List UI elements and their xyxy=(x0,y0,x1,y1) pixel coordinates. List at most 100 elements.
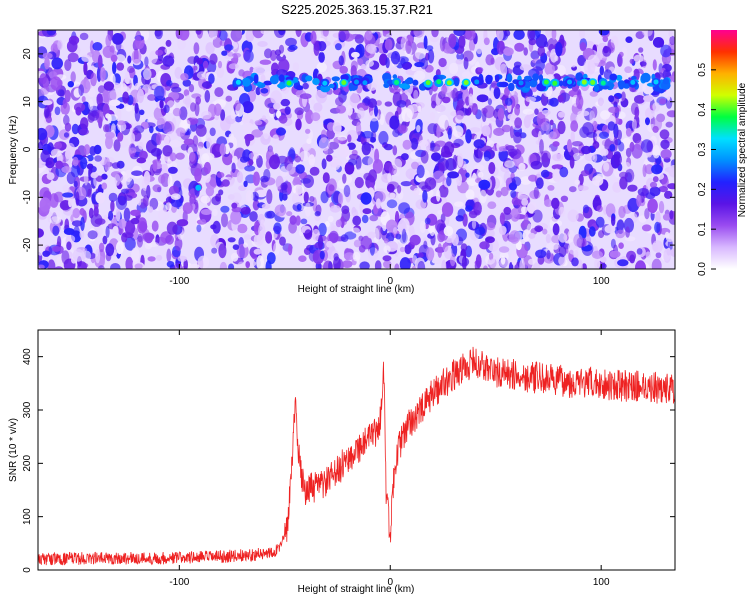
noise-blob xyxy=(213,103,222,116)
noise-blob xyxy=(424,30,431,38)
noise-blob xyxy=(427,49,435,64)
y-tick-label: 0 xyxy=(22,146,33,152)
noise-blob xyxy=(424,217,431,225)
noise-blob xyxy=(668,165,675,178)
noise-blob xyxy=(427,123,438,135)
noise-blob xyxy=(174,236,183,251)
noise-blob xyxy=(75,191,80,206)
band-hotspot-core xyxy=(630,79,636,85)
y-tick-label: 200 xyxy=(22,455,33,472)
noise-blob xyxy=(495,190,502,198)
noise-blob xyxy=(499,63,508,78)
y-tick-label: 400 xyxy=(22,348,33,365)
noise-blob xyxy=(343,184,351,198)
noise-blob xyxy=(571,141,583,147)
noise-blob xyxy=(609,250,621,258)
noise-blob xyxy=(308,154,316,166)
noise-blob xyxy=(228,133,235,143)
noise-blob xyxy=(509,60,514,70)
noise-blob xyxy=(212,36,223,48)
noise-blob xyxy=(600,148,609,156)
noise-blob xyxy=(414,61,425,68)
noise-blob xyxy=(369,136,376,143)
noise-blob xyxy=(294,155,301,163)
noise-blob xyxy=(209,127,216,137)
noise-blob xyxy=(156,132,162,146)
noise-blob xyxy=(127,65,135,74)
noise-blob xyxy=(148,206,154,213)
x-tick-label: -100 xyxy=(169,577,189,588)
noise-blob xyxy=(162,55,175,67)
noise-blob xyxy=(93,206,99,217)
noise-blob xyxy=(544,199,553,208)
noise-blob xyxy=(399,246,406,253)
noise-blob xyxy=(40,150,50,163)
noise-blob xyxy=(386,199,398,209)
noise-blob xyxy=(80,156,88,170)
noise-blob xyxy=(514,117,522,129)
noise-blob xyxy=(38,228,44,238)
noise-blob xyxy=(260,30,270,35)
y-tick-label: -20 xyxy=(22,237,33,252)
noise-blob xyxy=(221,179,230,187)
noise-blob xyxy=(411,161,419,170)
noise-blob xyxy=(572,152,584,161)
noise-blob xyxy=(602,46,612,57)
noise-blob xyxy=(259,59,272,65)
band-blob xyxy=(532,73,539,82)
noise-blob xyxy=(310,112,321,122)
noise-blob xyxy=(288,44,298,51)
noise-blob xyxy=(263,129,270,140)
snr-y-axis: 0 100 200 300 400 xyxy=(22,348,675,573)
band-hotspot-core xyxy=(446,80,452,86)
noise-blob xyxy=(248,152,260,160)
noise-blob xyxy=(286,163,296,175)
band-blob xyxy=(398,83,409,89)
noise-blob xyxy=(156,153,161,160)
noise-blob xyxy=(513,131,522,144)
noise-blob xyxy=(413,187,420,196)
noise-blob xyxy=(110,263,121,269)
noise-blob xyxy=(462,50,474,62)
noise-blob xyxy=(532,262,541,269)
noise-blob xyxy=(498,225,507,235)
noise-blob xyxy=(185,94,191,108)
noise-blob xyxy=(513,30,525,40)
noise-blob xyxy=(201,153,210,165)
noise-blob xyxy=(384,38,393,51)
noise-blob xyxy=(401,153,409,161)
noise-blob xyxy=(545,233,552,244)
noise-blob xyxy=(261,203,271,209)
y-tick-label: 10 xyxy=(22,96,33,108)
noise-blob xyxy=(202,60,209,69)
band-hotspot-core xyxy=(518,80,524,86)
noise-blob xyxy=(318,222,327,237)
noise-blob xyxy=(587,59,596,75)
noise-blob xyxy=(121,188,129,194)
noise-blob xyxy=(99,67,106,82)
noise-blob xyxy=(469,127,481,133)
colorbar-label: Normalized spectral amplitude xyxy=(737,82,748,217)
noise-blob xyxy=(162,145,173,157)
noise-blob xyxy=(227,237,236,243)
noise-blob xyxy=(79,32,89,41)
noise-blob xyxy=(303,191,309,204)
noise-blob xyxy=(194,101,200,117)
noise-blob xyxy=(322,172,330,184)
noise-blob xyxy=(629,141,635,152)
noise-blob xyxy=(640,139,653,153)
noise-blob xyxy=(206,137,212,151)
noise-blob xyxy=(497,107,505,121)
noise-blob xyxy=(455,215,464,222)
noise-blob xyxy=(571,257,579,267)
noise-blob xyxy=(101,173,108,180)
noise-blob xyxy=(351,51,360,58)
noise-blob xyxy=(335,43,342,51)
noise-blob xyxy=(234,100,241,112)
noise-blob xyxy=(523,213,529,227)
noise-blob xyxy=(130,133,136,144)
noise-blob xyxy=(453,138,464,147)
noise-blob xyxy=(249,211,258,222)
noise-blob xyxy=(574,179,581,185)
noise-blob xyxy=(202,81,212,89)
